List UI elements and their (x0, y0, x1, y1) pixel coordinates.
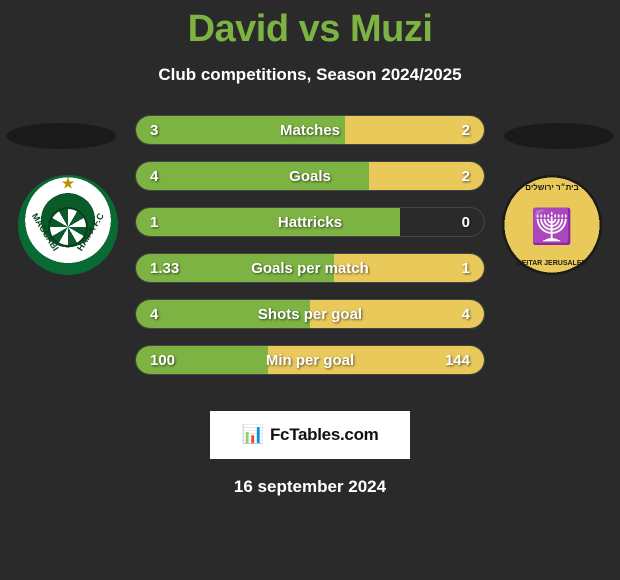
badge-text: בית״ר ירושלים (525, 183, 578, 192)
club-badge-left: ★ MACCABI HAIFA F.C (18, 175, 118, 275)
stat-fill-left (136, 208, 400, 236)
stat-fill-right (345, 116, 484, 144)
stat-fill-left (136, 254, 334, 282)
stat-fill-right (369, 162, 484, 190)
stat-fill-right (268, 346, 484, 374)
star-icon: ★ (62, 175, 75, 192)
subtitle: Club competitions, Season 2024/2025 (0, 65, 620, 85)
stat-row: Goals per match1.331 (135, 253, 485, 283)
stat-fill-left (136, 346, 268, 374)
stat-fill-left (136, 300, 310, 328)
club-badge-right: בית״ר ירושלים 🕎 BEITAR JERUSALEM (502, 175, 602, 275)
player-shadow-right (504, 123, 614, 149)
stat-row: Hattricks10 (135, 207, 485, 237)
stat-row: Goals42 (135, 161, 485, 191)
stat-fill-left (136, 116, 345, 144)
player-shadow-left (6, 123, 116, 149)
stat-fill-left (136, 162, 369, 190)
stat-fill-right (310, 300, 484, 328)
stat-value-right: 0 (462, 208, 470, 236)
date-footer: 16 september 2024 (0, 477, 620, 497)
page-title: David vs Muzi (0, 0, 620, 51)
stat-row: Shots per goal44 (135, 299, 485, 329)
stat-bars: Matches32 Goals42 Hattricks10 Goals per mat… (135, 115, 485, 391)
brand-text: FcTables.com (270, 425, 379, 445)
badge-text: BEITAR JERUSALEM (517, 260, 588, 267)
chart-icon: 📊 (242, 424, 264, 445)
brand-box[interactable]: 📊 FcTables.com (210, 411, 410, 459)
stat-row: Min per goal100144 (135, 345, 485, 375)
stat-row: Matches32 (135, 115, 485, 145)
comparison-arena: ★ MACCABI HAIFA F.C בית״ר ירושלים 🕎 BEIT… (0, 115, 620, 405)
menorah-icon: 🕎 (531, 210, 573, 244)
stat-fill-right (334, 254, 484, 282)
